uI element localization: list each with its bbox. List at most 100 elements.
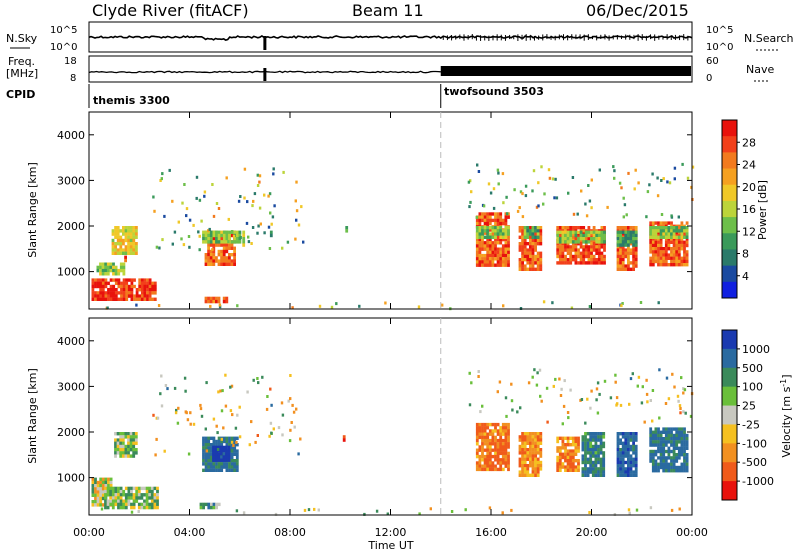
scatter-cell (468, 403, 472, 407)
heat-cell (486, 250, 490, 255)
heat-cell (529, 251, 532, 255)
heat-cell (586, 444, 590, 449)
heat-cell (111, 229, 115, 233)
heat-cell (634, 448, 638, 452)
heat-cell (117, 505, 120, 510)
heat-cell (101, 480, 105, 485)
scatter-cell (553, 196, 556, 200)
heat-cell (670, 250, 673, 254)
heat-cell (204, 253, 208, 257)
heat-cell (125, 281, 129, 285)
date-title: 06/Dec/2015 (586, 1, 689, 20)
heat-cell (486, 435, 490, 440)
heat-cell (220, 233, 224, 238)
heat-cell (116, 242, 120, 246)
heat-cell (602, 470, 606, 474)
scatter-cell (363, 512, 366, 516)
heat-cell (228, 259, 231, 263)
heat-cell (616, 254, 620, 259)
heat-cell (654, 232, 658, 236)
heat-cell (619, 432, 622, 436)
heat-cell (685, 259, 689, 264)
heat-cell (227, 448, 231, 453)
heat-cell (634, 264, 638, 268)
heat-cell (632, 243, 635, 247)
heat-cell (574, 468, 578, 472)
heat-cell (222, 436, 226, 440)
heat-cell (634, 435, 638, 439)
heat-cell (536, 435, 540, 439)
heat-cell (499, 461, 503, 465)
heat-cell (571, 230, 575, 234)
scatter-cell (598, 392, 601, 396)
heat-cell (629, 432, 633, 436)
heat-cell (624, 233, 628, 238)
scatter-cell (257, 381, 260, 385)
scatter-cell (205, 381, 208, 385)
heat-cell (207, 502, 211, 507)
heat-cell (627, 237, 630, 241)
heat-cell (651, 440, 655, 444)
heat-cell (528, 229, 532, 233)
heat-cell (504, 241, 508, 245)
heat-cell (478, 454, 482, 459)
heat-cell (481, 229, 484, 233)
heat-cell (590, 251, 593, 255)
heat-cell (664, 469, 668, 473)
nsky-tick-low: 10^0 (50, 42, 77, 53)
scatter-cell (291, 306, 294, 310)
heat-cell (536, 457, 540, 461)
heat-cell (204, 465, 208, 469)
heat-cell (122, 284, 126, 289)
heat-cell (685, 240, 689, 244)
scatter-cell (567, 416, 570, 420)
heat-cell (621, 254, 625, 259)
heat-cell (225, 246, 229, 250)
heat-cell (586, 473, 590, 477)
scatter-cell (185, 207, 189, 211)
heat-cell (109, 278, 113, 282)
heat-cell (134, 432, 138, 436)
heat-cell (680, 433, 684, 438)
heat-cell (659, 232, 663, 236)
heat-cell (600, 226, 604, 230)
scatter-cell (100, 507, 104, 511)
heat-cell (129, 238, 133, 243)
heat-cell (124, 238, 128, 243)
heat-cell (212, 458, 215, 462)
heat-cell (632, 254, 635, 259)
heat-cell (602, 435, 606, 439)
heat-cell (664, 232, 668, 236)
heat-cell (153, 284, 157, 289)
heat-cell (616, 258, 620, 262)
heat-cell (634, 226, 638, 230)
heat-cell (579, 251, 583, 255)
heat-cell (99, 284, 103, 289)
heat-cell (114, 438, 117, 442)
heat-cell (627, 226, 630, 230)
heat-cell (501, 461, 505, 465)
heat-cell (564, 455, 567, 460)
heat-cell (558, 230, 562, 234)
heat-cell (680, 443, 684, 447)
heat-cell (125, 278, 129, 282)
heat-cell (135, 496, 139, 500)
heat-cell (558, 251, 562, 255)
heat-cell (584, 460, 587, 465)
heat-cell (531, 460, 535, 465)
heat-cell (135, 245, 138, 249)
heat-cell (619, 473, 622, 477)
heat-cell (597, 470, 600, 474)
scatter-cell (161, 238, 164, 242)
heat-cell (140, 294, 144, 298)
heat-cell (616, 451, 620, 455)
colorbar-tick-label: 100 (742, 381, 763, 394)
heat-cell (504, 244, 508, 248)
scatter-cell (615, 396, 619, 400)
heat-cell (523, 248, 527, 252)
heat-cell (119, 441, 123, 445)
heat-cell (569, 465, 573, 469)
heat-cell (215, 439, 218, 444)
heat-cell (574, 226, 578, 230)
heat-cell (124, 229, 128, 233)
